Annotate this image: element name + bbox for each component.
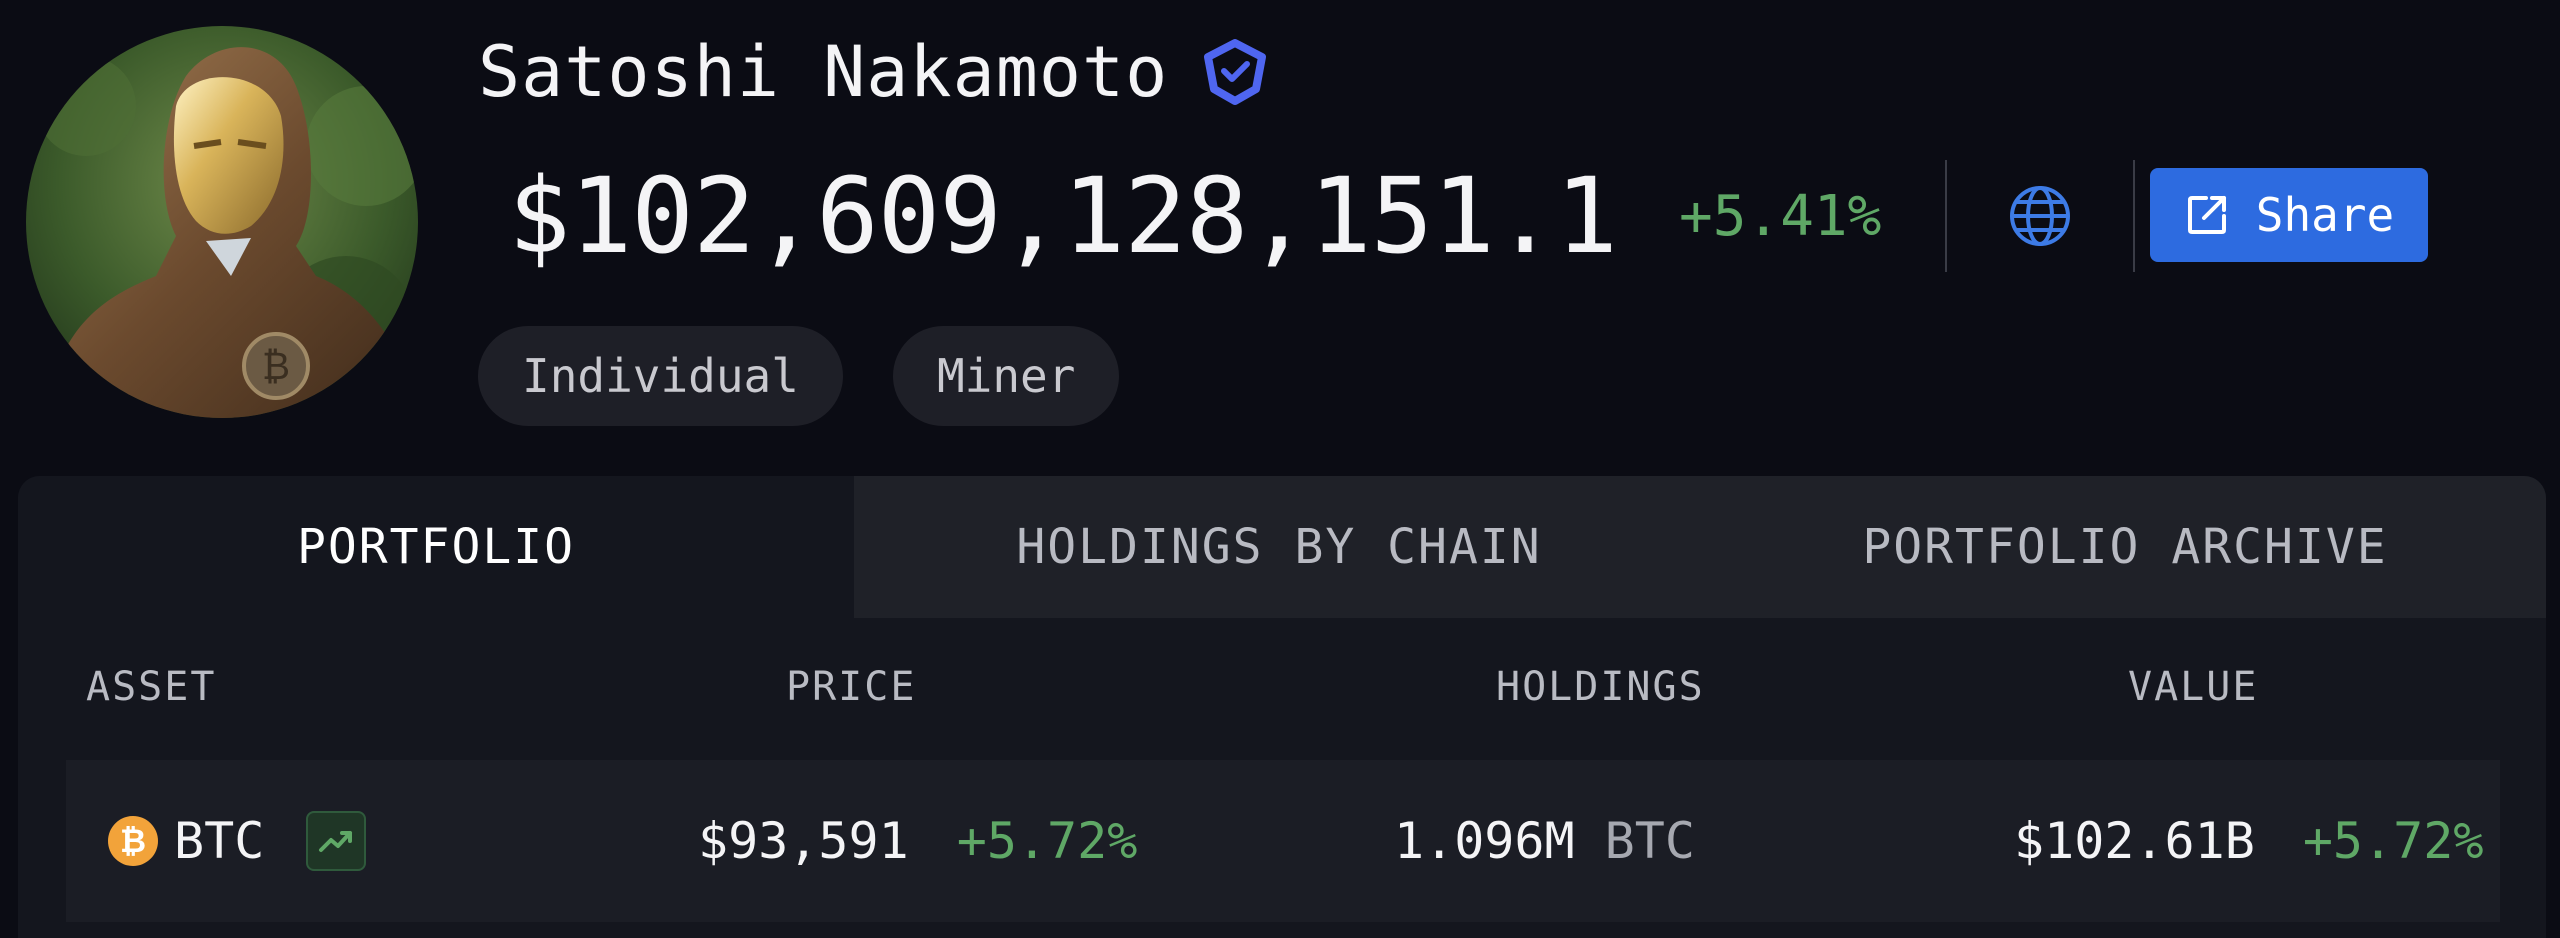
- tab-portfolio[interactable]: PORTFOLIO: [18, 476, 854, 618]
- total-value-row: $102,609,128,151.1 +5.41%: [508, 150, 2136, 282]
- table-row[interactable]: ₿ BTC $93,591 +5.72% 1.096M BTC $102.61B: [66, 760, 2500, 922]
- price-change: +5.72%: [956, 812, 1138, 870]
- share-button-label: Share: [2255, 188, 2395, 242]
- holding-value: $102.61B: [2014, 812, 2255, 870]
- total-value-change: +5.41%: [1679, 183, 1882, 249]
- trend-up-icon: [319, 831, 353, 852]
- value-cell: $102.61B +5.72%: [2014, 760, 2483, 922]
- divider: [2133, 160, 2136, 272]
- asset-price: $93,591: [698, 812, 909, 870]
- verified-badge-icon: [1204, 39, 1267, 105]
- profile-name: Satoshi Nakamoto: [478, 31, 1169, 113]
- total-portfolio-value: $102,609,128,151.1: [508, 155, 1618, 277]
- holdings-unit: BTC: [1604, 812, 1695, 870]
- tag-individual[interactable]: Individual: [478, 326, 843, 426]
- column-header-holdings[interactable]: HOLDINGS: [1496, 664, 1705, 710]
- tab-portfolio-archive[interactable]: PORTFOLIO ARCHIVE: [1704, 476, 2546, 618]
- share-button[interactable]: Share: [2150, 168, 2428, 262]
- holdings-cell: 1.096M BTC: [1394, 760, 1695, 922]
- bitcoin-icon: ₿: [108, 816, 158, 866]
- tag-miner[interactable]: Miner: [892, 326, 1120, 426]
- column-header-asset[interactable]: ASSET: [86, 664, 217, 710]
- profile-avatar: ₿: [26, 26, 418, 418]
- entity-tags: Individual Miner: [478, 326, 1169, 426]
- portfolio-panel: PORTFOLIO HOLDINGS BY CHAIN PORTFOLIO AR…: [18, 476, 2546, 938]
- divider: [1945, 160, 1948, 272]
- globe-icon[interactable]: [2007, 183, 2073, 249]
- svg-text:₿: ₿: [120, 822, 146, 860]
- column-header-price[interactable]: PRICE: [786, 664, 917, 710]
- tab-holdings-by-chain[interactable]: HOLDINGS BY CHAIN: [854, 476, 1704, 618]
- avatar-statue-image: ₿: [26, 26, 418, 418]
- asset-symbol[interactable]: BTC: [174, 812, 265, 870]
- holdings-amount: 1.096M: [1394, 812, 1575, 870]
- price-cell: $93,591 +5.72%: [698, 760, 1137, 922]
- value-change: +5.72%: [2302, 812, 2484, 870]
- external-link-icon: [2187, 196, 2226, 234]
- profile-name-row: Satoshi Nakamoto: [478, 28, 1270, 116]
- trend-chart-button[interactable]: [306, 811, 367, 871]
- svg-text:₿: ₿: [262, 344, 290, 388]
- column-header-value[interactable]: VALUE: [2128, 664, 2259, 710]
- asset-cell: ₿ BTC: [108, 760, 367, 922]
- tab-bar: PORTFOLIO HOLDINGS BY CHAIN PORTFOLIO AR…: [18, 476, 2546, 618]
